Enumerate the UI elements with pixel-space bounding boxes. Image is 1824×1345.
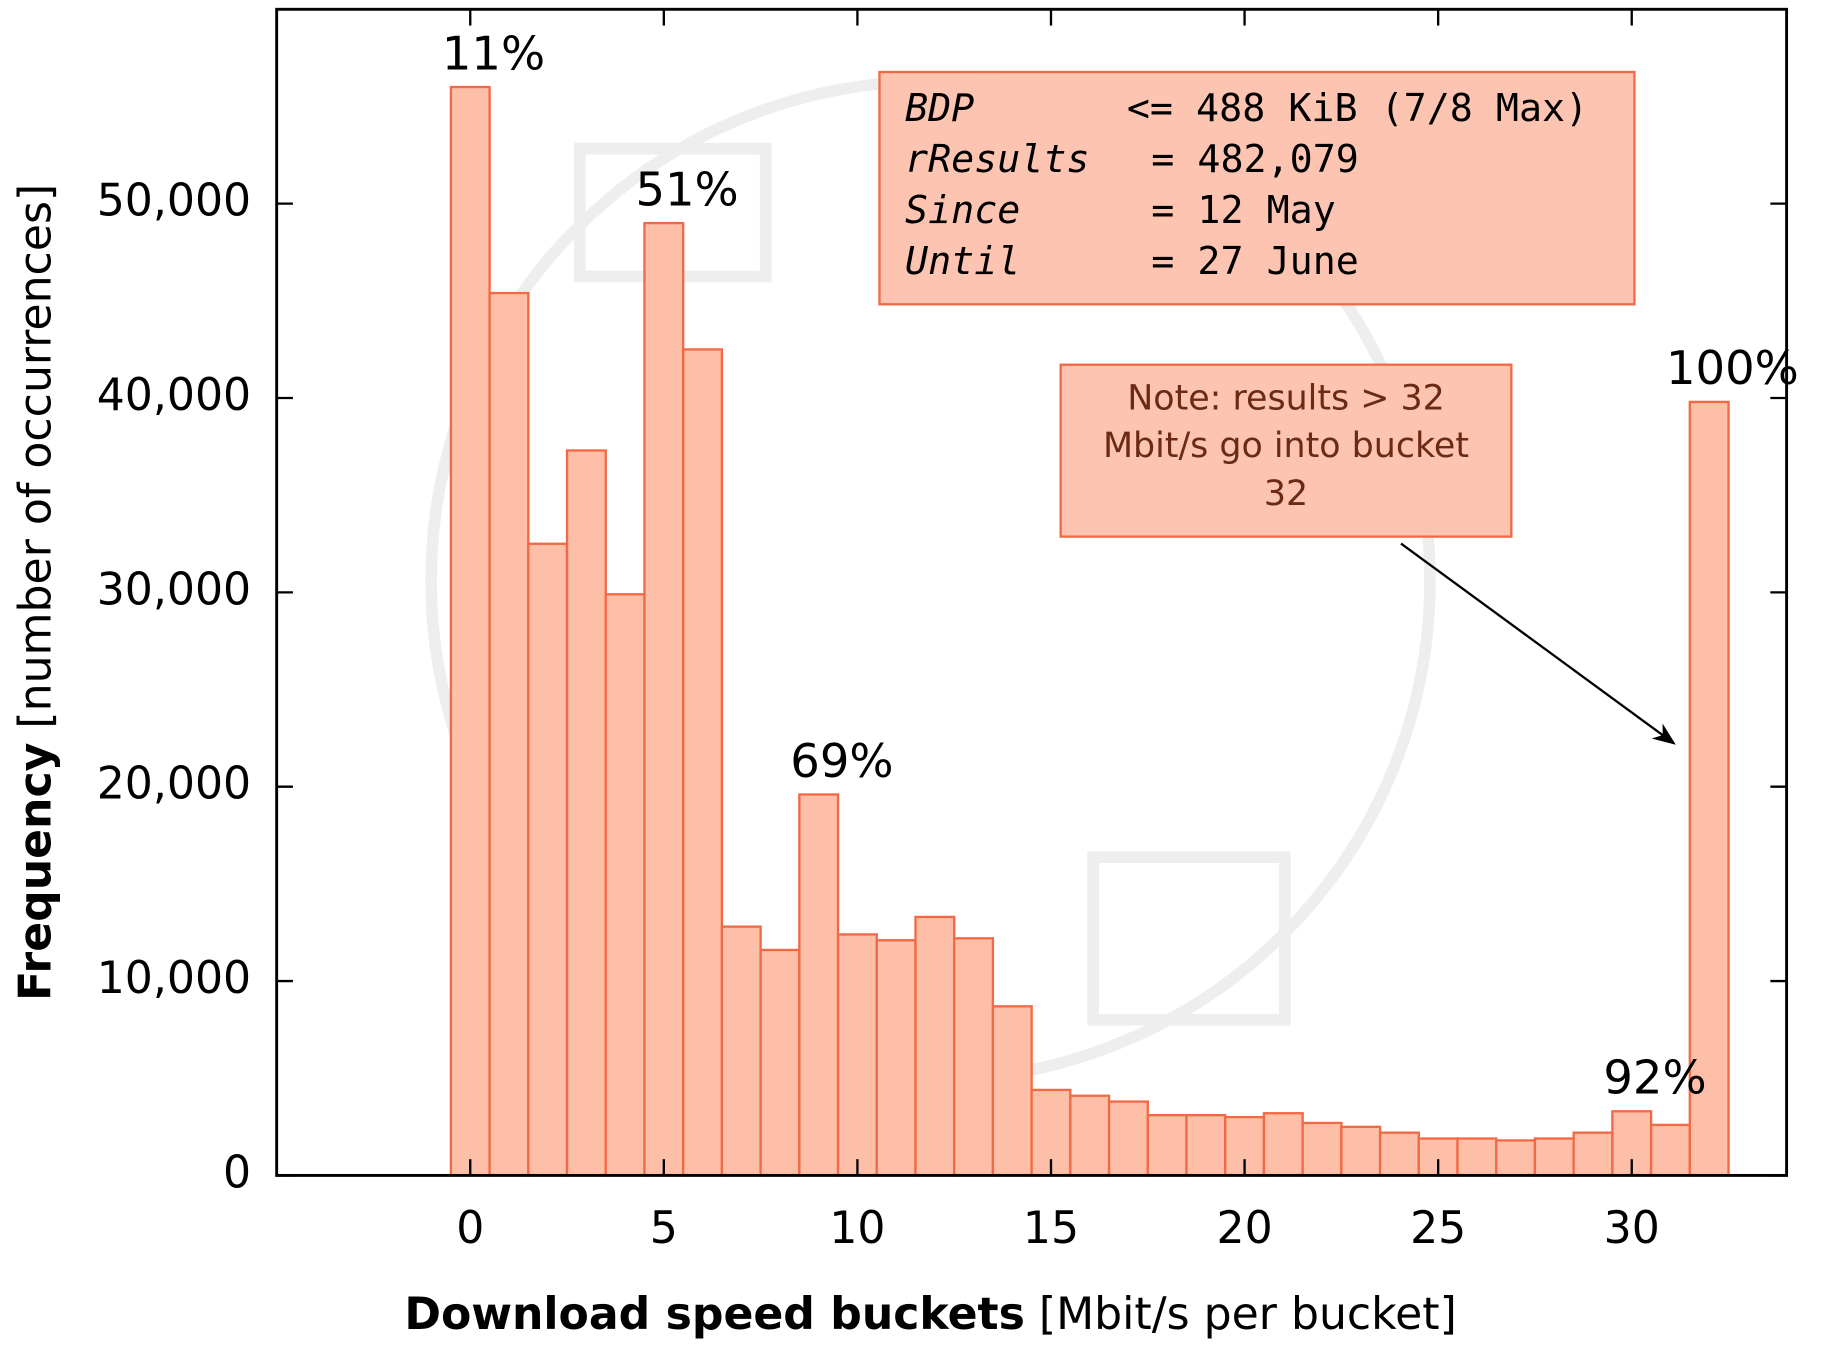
percent-label: 100% xyxy=(1666,341,1799,395)
info-value: = 482,079 xyxy=(1151,137,1359,182)
x-axis-label: Download speed buckets [Mbit/s per bucke… xyxy=(404,1289,1457,1340)
bar xyxy=(1380,1133,1419,1176)
bar xyxy=(1458,1138,1497,1175)
chart: 11% 51% 69% 92% 100% Download speed buckets … xyxy=(0,0,1824,1345)
x-tick-label: 30 xyxy=(1604,1203,1660,1254)
info-value: <= 488 KiB (7/8 Max) xyxy=(1127,86,1588,131)
x-tick-label: 15 xyxy=(1023,1203,1079,1254)
bar xyxy=(1148,1115,1187,1175)
y-tick-label: 10,000 xyxy=(97,953,251,1004)
bar xyxy=(722,927,761,1176)
bar xyxy=(606,594,645,1175)
bar xyxy=(683,349,722,1175)
bar xyxy=(490,293,529,1175)
info-key: rResults xyxy=(905,137,1090,182)
y-tick-label: 0 xyxy=(223,1147,251,1198)
bar xyxy=(799,794,838,1175)
percent-label: 51% xyxy=(635,162,738,216)
x-tick-label: 5 xyxy=(650,1203,678,1254)
info-value: = 27 June xyxy=(1151,239,1359,284)
x-tick-label: 20 xyxy=(1216,1203,1272,1254)
x-tick-label: 0 xyxy=(456,1203,484,1254)
bar xyxy=(877,940,916,1175)
note-line: Note: results > 32 xyxy=(1127,379,1445,419)
x-label-bold: Download speed buckets xyxy=(404,1289,1025,1340)
y-tick-label: 50,000 xyxy=(97,176,251,227)
bar xyxy=(1070,1096,1109,1176)
bar xyxy=(1303,1123,1342,1175)
bar xyxy=(528,544,567,1176)
bar xyxy=(1651,1125,1690,1176)
bar xyxy=(451,87,490,1175)
page: {"chart_data": {"type": "histogram", "xl… xyxy=(0,0,1824,1345)
bar xyxy=(1186,1115,1225,1175)
y-tick-label: 40,000 xyxy=(97,370,251,421)
y-tick-label: 30,000 xyxy=(97,564,251,615)
info-key: Until xyxy=(905,239,1020,284)
percent-label: 11% xyxy=(442,26,545,80)
bar xyxy=(761,950,800,1175)
percent-label: 69% xyxy=(790,734,893,788)
y-axis-label: Frequency [number of occurrences] xyxy=(11,184,62,1001)
bar xyxy=(1496,1140,1535,1175)
percent-label: 92% xyxy=(1603,1051,1706,1105)
bar xyxy=(1264,1113,1303,1175)
bar xyxy=(1341,1127,1380,1176)
note-line: Mbit/s go into bucket xyxy=(1103,426,1469,466)
info-key: Since xyxy=(905,188,1020,233)
info-key: BDP xyxy=(905,86,974,131)
info-value: = 12 May xyxy=(1151,188,1336,233)
y-label-unit: [number of occurrences] xyxy=(11,184,62,729)
bar xyxy=(1574,1133,1613,1176)
x-label-unit: [Mbit/s per bucket] xyxy=(1039,1289,1457,1340)
x-tick-label: 25 xyxy=(1410,1203,1466,1254)
bar xyxy=(567,450,606,1175)
note-arrow xyxy=(1401,544,1674,744)
x-tick-label: 10 xyxy=(829,1203,885,1254)
bar xyxy=(915,917,954,1175)
y-label-bold: Frequency xyxy=(11,743,62,1001)
bar xyxy=(644,223,683,1175)
bar xyxy=(1109,1102,1148,1176)
bar xyxy=(838,934,877,1175)
bar xyxy=(954,938,993,1175)
bar xyxy=(1535,1138,1574,1175)
bar xyxy=(993,1006,1032,1175)
y-tick-label: 20,000 xyxy=(97,759,251,810)
note-line: 32 xyxy=(1264,474,1308,514)
